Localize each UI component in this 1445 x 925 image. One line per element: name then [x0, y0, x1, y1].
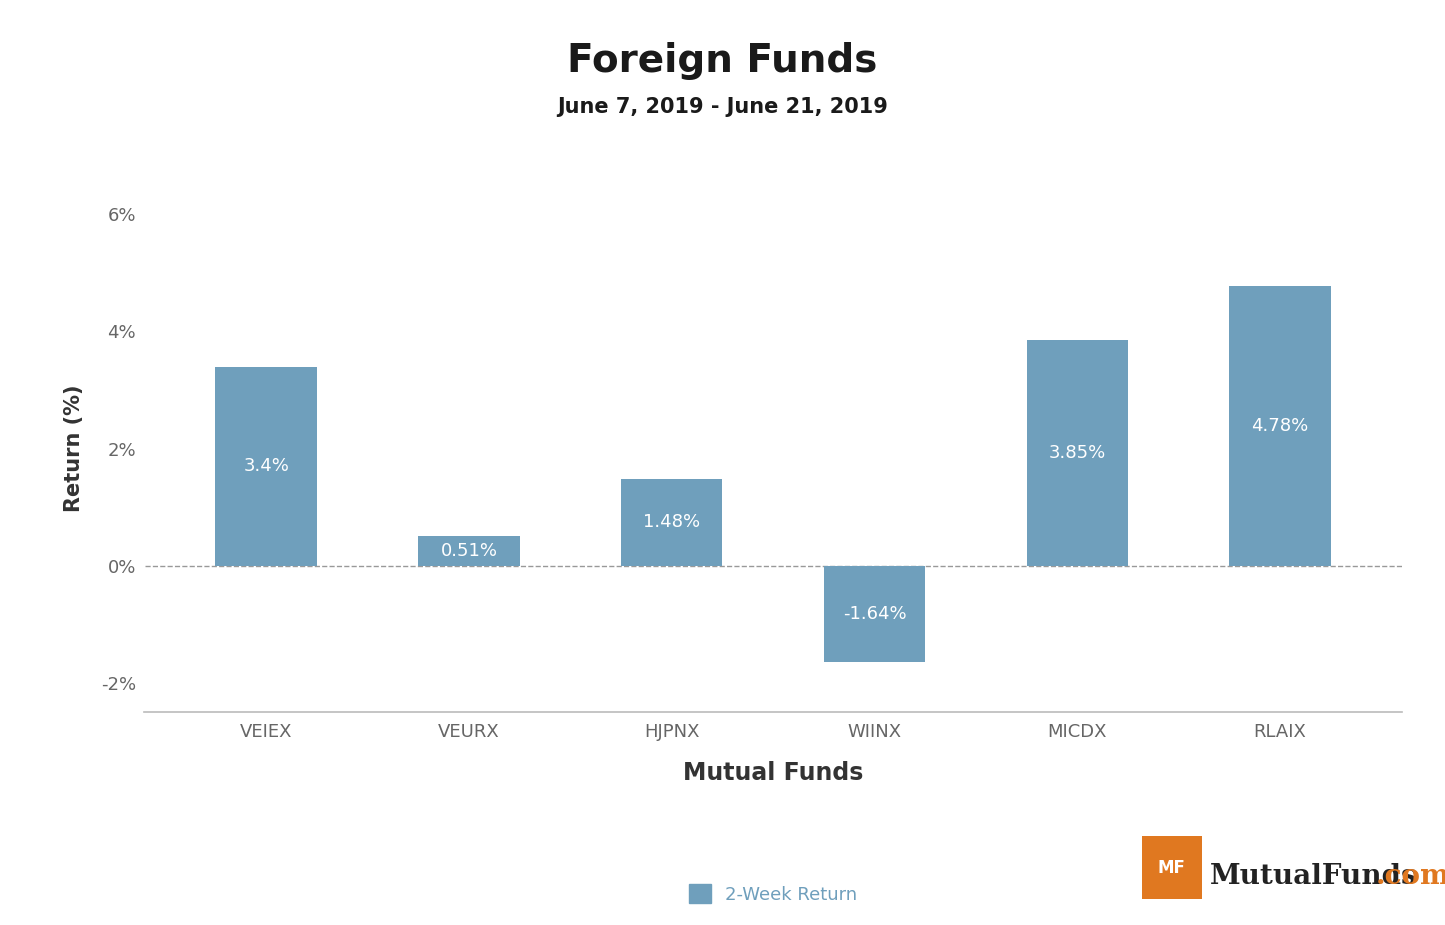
X-axis label: Mutual Funds: Mutual Funds: [683, 760, 863, 784]
Text: -1.64%: -1.64%: [842, 605, 906, 623]
Text: MF: MF: [1157, 858, 1186, 877]
Bar: [824, 566, 925, 662]
Bar: [418, 536, 520, 566]
Text: June 7, 2019 - June 21, 2019: June 7, 2019 - June 21, 2019: [558, 97, 887, 117]
Bar: [1026, 340, 1129, 566]
Text: 1.48%: 1.48%: [643, 513, 701, 532]
Legend: 2-Week Return: 2-Week Return: [689, 884, 857, 904]
Text: 3.4%: 3.4%: [243, 457, 289, 475]
Text: MutualFunds: MutualFunds: [1209, 863, 1418, 890]
Text: 3.85%: 3.85%: [1049, 444, 1105, 462]
Y-axis label: Return (%): Return (%): [65, 385, 84, 512]
Text: 0.51%: 0.51%: [441, 542, 497, 560]
Text: Foreign Funds: Foreign Funds: [568, 42, 877, 80]
Text: .com: .com: [1376, 863, 1445, 890]
Bar: [215, 366, 316, 566]
Bar: [621, 479, 722, 566]
Text: 4.78%: 4.78%: [1251, 417, 1309, 435]
Bar: [1230, 286, 1331, 566]
